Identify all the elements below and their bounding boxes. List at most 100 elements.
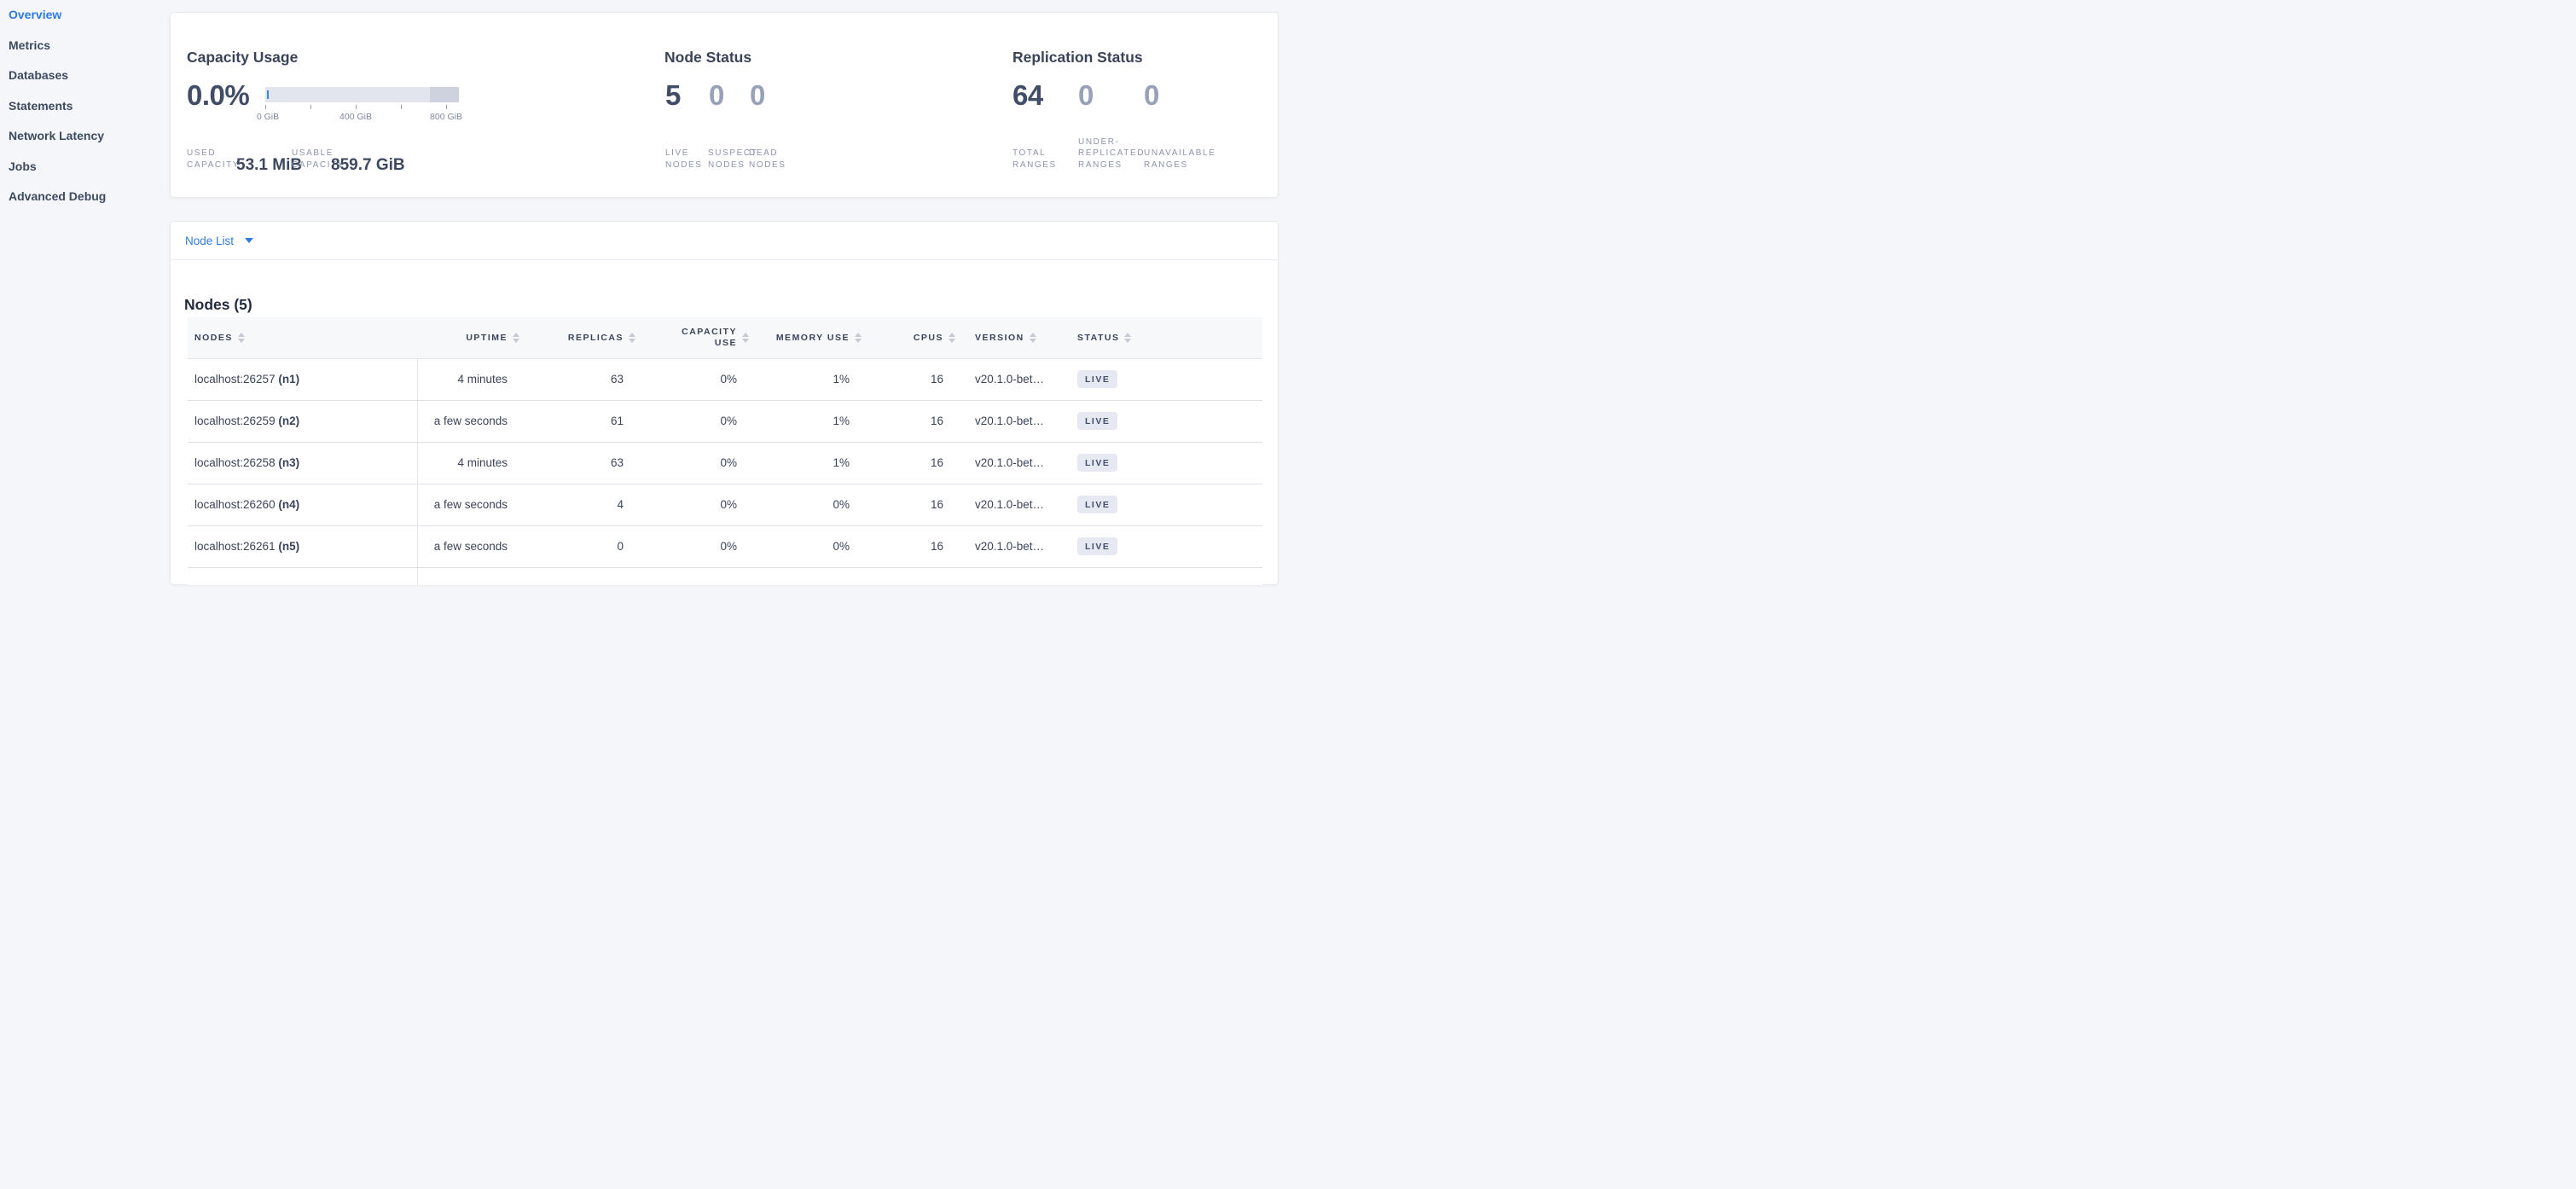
sidebar: Overview Metrics Databases Statements Ne… [0,0,170,212]
memory-use-cell: 0% [756,484,868,526]
table-row[interactable]: localhost:26258 (n3) 4 minutes 63 0% 1% … [188,442,1262,484]
sidebar-item-advanced-debug[interactable]: Advanced Debug [9,189,107,203]
table-filler-row [188,567,1262,585]
sidebar-item-metrics[interactable]: Metrics [9,38,51,52]
status-badge: LIVE [1077,369,1118,389]
node-list-dropdown[interactable]: Node List [171,222,1278,260]
cluster-summary-card: Capacity Usage 0.0% 0 GiB 400 GiB 800 Gi… [170,12,1279,198]
cpus-cell: 16 [868,400,962,443]
column-header-status[interactable]: STATUS [1065,317,1262,359]
memory-use-cell: 1% [756,442,868,484]
sort-icon[interactable] [237,332,245,343]
axis-tick-label: 400 GiB [339,112,372,122]
sidebar-item-network-latency[interactable]: Network Latency [9,129,105,142]
column-header-nodes[interactable]: NODES [188,317,417,359]
cpus-cell: 16 [868,358,962,401]
column-header-capacity-use[interactable]: CAPACITY USE [642,317,756,359]
node-name-cell[interactable]: localhost:26259 (n2) [188,400,418,443]
unavailable-ranges-count: 0 [1144,79,1159,111]
uptime-cell: 4 minutes [417,442,526,484]
column-label: NODES [194,332,233,343]
version-cell: v20.1.0-bet… [962,484,1065,526]
dead-nodes-count: 0 [750,79,765,111]
version-cell: v20.1.0-bet… [962,442,1065,484]
cpus-cell: 16 [868,525,962,568]
chevron-down-icon [245,238,254,243]
under-replicated-ranges-label: UNDER- REPLICATED RANGES [1078,136,1146,170]
status-badge: LIVE [1077,453,1118,473]
node-name-cell[interactable]: localhost:26258 (n3) [188,442,418,484]
node-list-dropdown-label: Node List [185,234,235,247]
live-nodes-label: LIVE NODES [665,148,703,170]
suspect-nodes-label: SUSPECT NODES [708,148,758,170]
node-list-card: Node List Nodes (5) NODES [170,221,1279,585]
suspect-nodes-count: 0 [709,79,724,111]
status-cell: LIVE [1065,525,1262,568]
column-header-version[interactable]: VERSION [962,317,1065,359]
status-badge: LIVE [1077,536,1118,556]
status-cell: LIVE [1065,442,1262,484]
node-name-cell[interactable]: localhost:26257 (n1) [188,358,418,401]
usable-capacity-label: USABLE CAPACITY [292,148,345,170]
version-cell: v20.1.0-bet… [962,525,1065,568]
node-name-cell[interactable]: localhost:26260 (n4) [188,484,418,526]
node-status-title: Node Status [664,48,752,66]
sidebar-item-jobs[interactable]: Jobs [9,159,37,173]
sort-icon[interactable] [1124,332,1132,343]
sidebar-item-databases[interactable]: Databases [9,68,69,82]
status-cell: LIVE [1065,400,1262,443]
uptime-cell: a few seconds [417,400,526,443]
table-row[interactable]: localhost:26260 (n4) a few seconds 4 0% … [188,484,1262,526]
status-cell: LIVE [1065,484,1262,526]
capacity-use-cell: 0% [642,484,756,526]
status-badge: LIVE [1077,411,1118,431]
node-name-cell[interactable]: localhost:26261 (n5) [188,525,418,568]
uptime-cell: a few seconds [417,525,526,568]
nodes-table: NODES UPTIME REPLICAS [188,317,1262,585]
used-capacity-marker [267,90,269,99]
table-row[interactable]: localhost:26259 (n2) a few seconds 61 0%… [188,400,1262,443]
sort-icon[interactable] [629,332,635,343]
memory-use-cell: 1% [756,358,868,401]
replicas-cell: 63 [526,442,642,484]
unavailable-ranges-label: UNAVAILABLE RANGES [1144,148,1216,170]
axis-tick [356,105,357,109]
version-cell: v20.1.0-bet… [962,400,1065,443]
capacity-used-percent: 0.0% [187,79,250,111]
replicas-cell: 63 [526,358,642,401]
replicas-cell: 61 [526,400,642,443]
sort-icon[interactable] [513,332,519,343]
uptime-cell: a few seconds [417,484,526,526]
status-cell: LIVE [1065,358,1262,401]
table-row[interactable]: localhost:26261 (n5) a few seconds 0 0% … [188,525,1262,568]
capacity-use-cell: 0% [642,525,756,568]
sort-icon[interactable] [949,332,955,343]
column-header-replicas[interactable]: REPLICAS [526,317,642,359]
column-header-uptime[interactable]: UPTIME [417,317,526,359]
replicas-cell: 0 [526,525,642,568]
column-label: CPUS [913,332,943,343]
sort-icon[interactable] [742,332,749,343]
memory-use-cell: 1% [756,400,868,443]
axis-tick-label: 800 GiB [430,112,462,122]
nodes-table-title: Nodes (5) [184,295,252,313]
sidebar-item-statements[interactable]: Statements [9,98,73,113]
capacity-usage-title: Capacity Usage [187,48,299,66]
used-capacity-value: 53.1 MiB [236,156,303,174]
total-ranges-label: TOTAL RANGES [1012,148,1057,170]
cpus-cell: 16 [868,484,962,526]
dead-nodes-label: DEAD NODES [749,148,786,170]
sidebar-item-overview[interactable]: Overview [9,8,62,21]
column-header-memory-use[interactable]: MEMORY USE [756,317,868,359]
column-label: UPTIME [466,332,508,343]
axis-tick [310,105,311,109]
sort-icon[interactable] [855,332,862,343]
axis-tick [265,105,266,109]
table-header-row: NODES UPTIME REPLICAS [188,317,1262,359]
column-header-cpus[interactable]: CPUS [868,317,962,359]
table-row[interactable]: localhost:26257 (n1) 4 minutes 63 0% 1% … [188,358,1262,401]
version-cell: v20.1.0-bet… [962,358,1065,401]
sort-icon[interactable] [1029,332,1036,343]
memory-use-cell: 0% [756,525,868,568]
capacity-use-cell: 0% [642,442,756,484]
